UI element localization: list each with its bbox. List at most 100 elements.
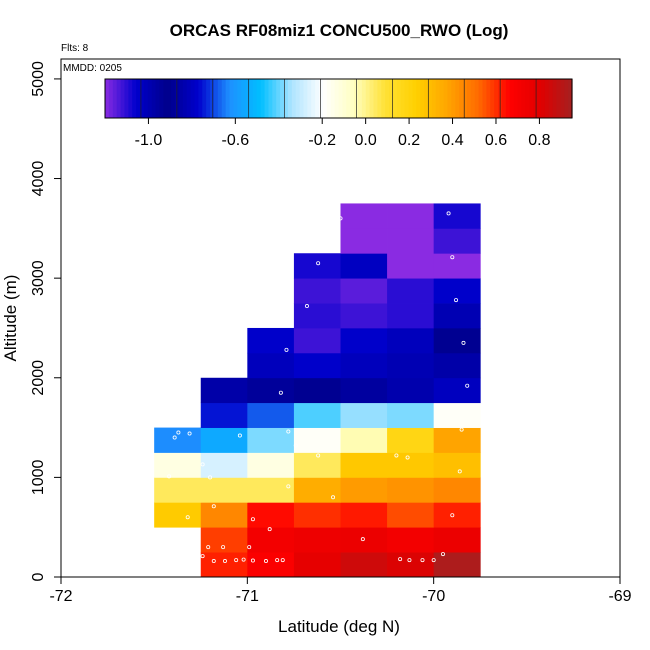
heatmap-cell <box>340 377 388 404</box>
heatmap-cell <box>247 552 295 578</box>
colorbar-tick-label: 0.8 <box>528 132 550 149</box>
colorbar-segment <box>501 79 507 118</box>
heatmap-cell <box>293 502 341 528</box>
sample-point <box>440 552 445 557</box>
colorbar-segment <box>346 79 351 118</box>
y-tick-label: 2000 <box>30 360 47 396</box>
heatmap-cell <box>293 527 341 553</box>
colorbar-segment <box>287 79 293 118</box>
sample-point <box>304 304 309 309</box>
colorbar-segment <box>182 79 188 118</box>
colorbar-segment <box>478 79 484 118</box>
colorbar-segment <box>147 79 153 118</box>
heatmap-cell <box>387 552 435 578</box>
colorbar-segment <box>443 79 449 118</box>
colorbar-segment <box>202 79 207 118</box>
heatmap-cell <box>340 402 388 428</box>
heatmap-cell <box>293 352 341 379</box>
sample-point <box>221 545 226 550</box>
sample-point <box>360 537 365 542</box>
heatmap-cell <box>340 477 388 503</box>
colorbar-segment <box>171 79 176 118</box>
colorbar-segment <box>326 79 332 118</box>
colorbar-segment <box>245 79 250 118</box>
heatmap-cell <box>247 427 295 453</box>
sample-point <box>450 513 455 518</box>
sample-point <box>316 261 321 266</box>
sample-point <box>176 430 181 435</box>
colorbar-tick-label: 0.2 <box>398 132 420 149</box>
colorbar-segment <box>112 79 118 118</box>
sample-point <box>454 298 459 303</box>
colorbar-segment <box>404 79 410 118</box>
heatmap-cell <box>247 527 295 553</box>
heatmap-cell <box>340 452 388 478</box>
colorbar-tick-label: -1.0 <box>135 132 163 149</box>
colorbar-segment <box>163 79 168 118</box>
colorbar-segment <box>447 79 452 118</box>
colorbar-segment <box>194 79 199 118</box>
y-axis-label: Altitude (m) <box>1 275 20 362</box>
colorbar-segment <box>556 79 561 118</box>
heatmap-cell <box>200 377 248 404</box>
heatmap-cell <box>293 477 341 503</box>
heatmap-cell <box>433 502 481 528</box>
x-tick-label: -72 <box>49 588 72 605</box>
colorbar-segment <box>167 79 172 118</box>
colorbar-segment <box>322 79 328 118</box>
colorbar-segment <box>552 79 558 118</box>
heatmap-cell <box>293 253 341 279</box>
colorbar-segment <box>256 79 262 118</box>
heatmap-cell <box>247 377 295 404</box>
sample-point <box>275 558 280 563</box>
colorbar-segment <box>159 79 164 118</box>
colorbar-segment <box>490 79 495 118</box>
colorbar-segment <box>299 79 305 118</box>
colorbar-tick-label: -0.6 <box>222 132 250 149</box>
heatmap-cell <box>433 303 481 329</box>
colorbar-segment <box>474 79 480 118</box>
x-axis: -72 -71 -70 -69 <box>49 577 632 605</box>
colorbar-segment <box>190 79 196 118</box>
colorbar-tick-label: 0.4 <box>441 132 463 149</box>
colorbar-segment <box>252 79 258 118</box>
heatmap-cell <box>387 303 435 329</box>
colorbar-segment <box>373 79 379 118</box>
sample-point <box>267 527 272 532</box>
heatmap-cell <box>387 427 435 453</box>
colorbar-segment <box>521 79 526 118</box>
y-tick-label: 0 <box>30 572 47 581</box>
x-tick-label: -69 <box>608 588 631 605</box>
sample-point <box>208 475 213 480</box>
colorbar-segment <box>233 79 238 118</box>
heatmap-cell <box>293 452 341 478</box>
colorbar-segment <box>463 79 468 118</box>
colorbar-segment <box>412 79 417 118</box>
heatmap-cell <box>293 303 341 329</box>
sample-point <box>278 390 283 395</box>
heatmap-cell <box>387 452 435 478</box>
colorbar-segment <box>175 79 180 118</box>
y-axis: 0 1000 2000 3000 4000 5000 <box>30 61 61 581</box>
sample-point <box>250 558 255 563</box>
colorbar-segment <box>455 79 460 118</box>
sample-point <box>446 211 451 216</box>
colorbar-segment <box>108 79 114 118</box>
heatmap-cell <box>433 203 481 229</box>
heatmap-cell <box>387 253 435 279</box>
colorbar-segment <box>140 79 145 118</box>
colorbar-segment <box>221 79 227 118</box>
sample-point <box>461 340 466 345</box>
chart-title: ORCAS RF08miz1 CONCU500_RWO (Log) <box>170 21 509 40</box>
sample-point <box>450 255 455 260</box>
sample-point <box>200 462 205 467</box>
colorbar-segment <box>513 79 519 118</box>
sample-point <box>286 484 291 489</box>
sample-point <box>167 474 172 479</box>
sample-point <box>398 557 403 562</box>
colorbar-segment <box>124 79 129 118</box>
heatmap-cell <box>247 477 295 503</box>
colorbar-segment <box>151 79 157 118</box>
heatmap-cell <box>433 327 481 354</box>
